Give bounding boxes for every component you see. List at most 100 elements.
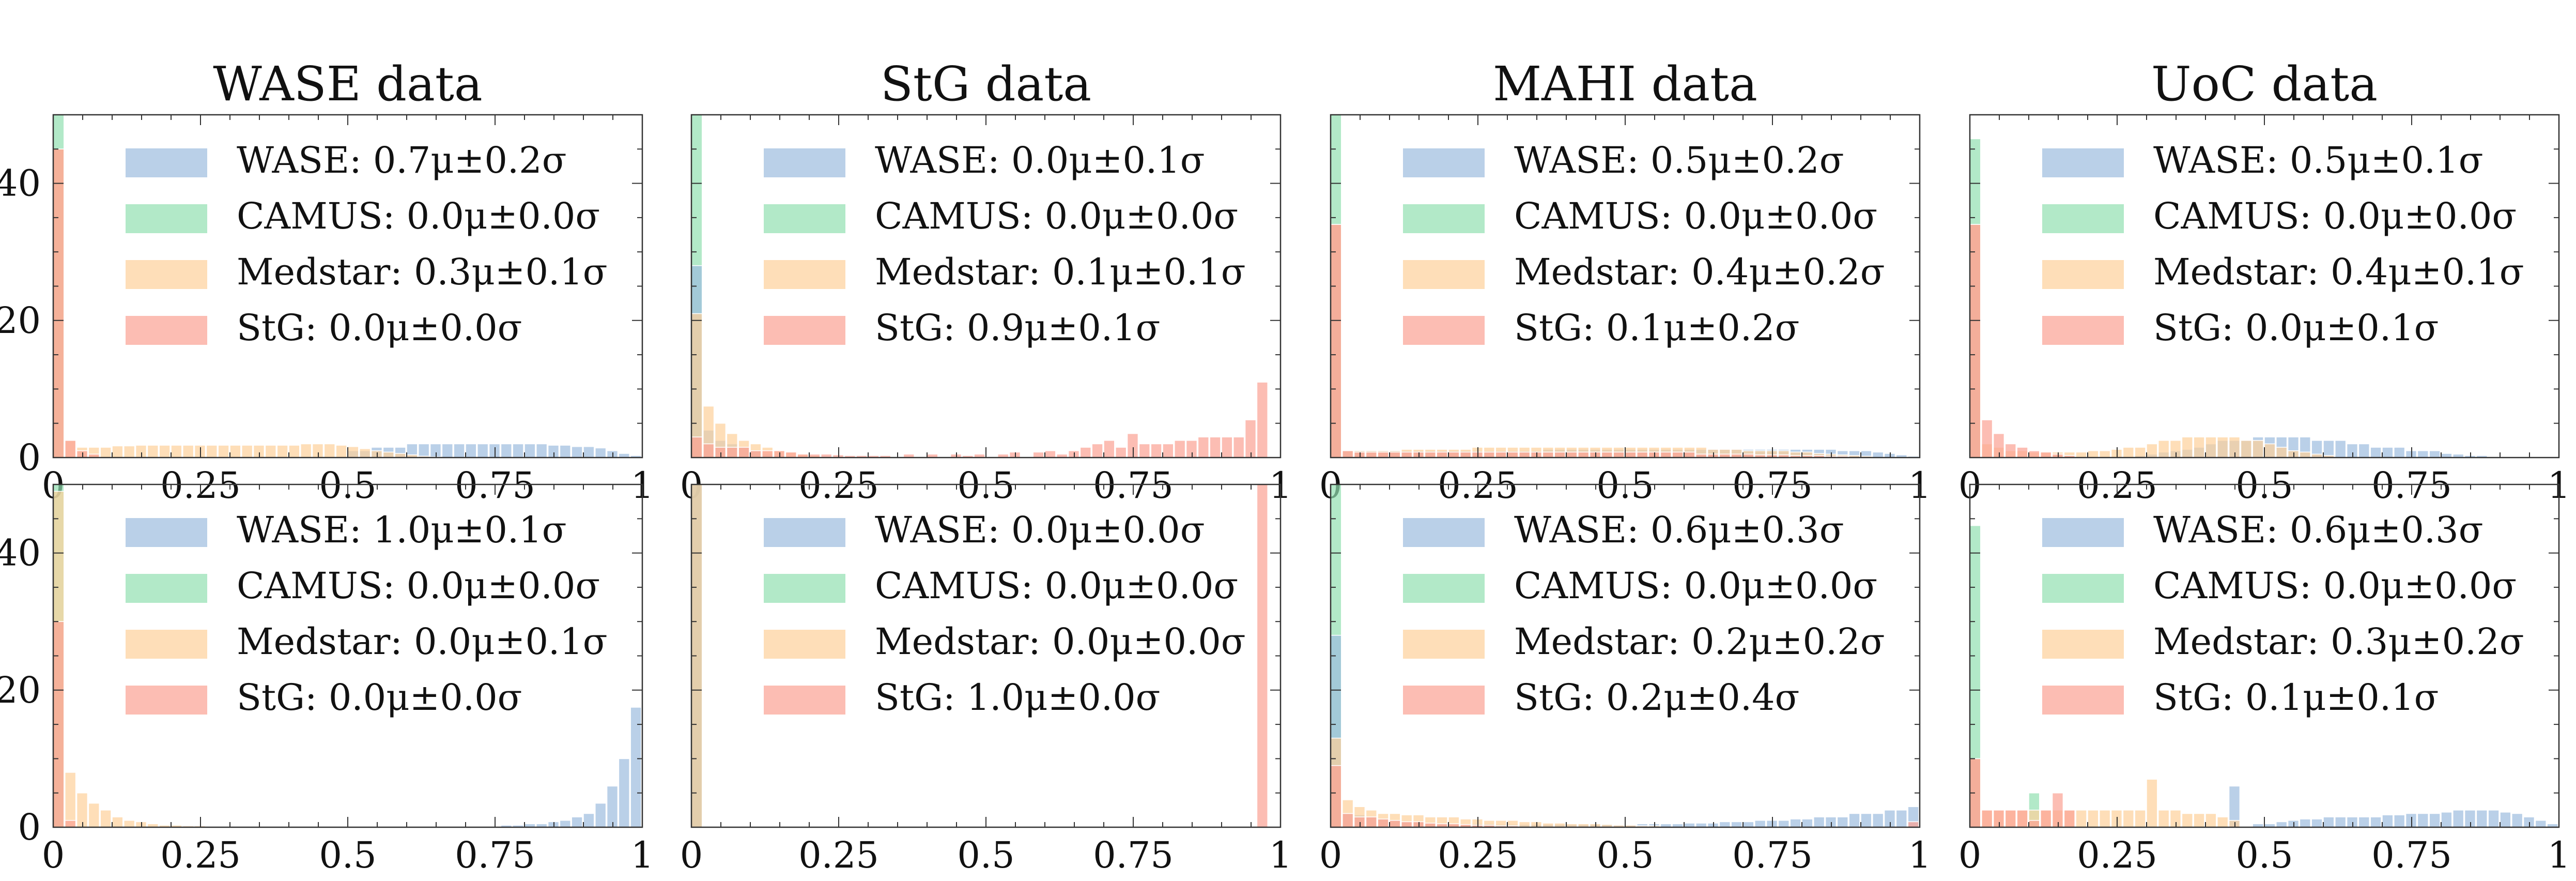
- bar-wase: [418, 443, 430, 458]
- bar-wase: [1848, 813, 1860, 827]
- legend-swatch-camus: [1403, 204, 1485, 233]
- bar-stg: [750, 450, 762, 458]
- bar-medstar: [88, 802, 100, 827]
- bar-stg: [1436, 451, 1448, 458]
- bar-wase: [2476, 810, 2488, 827]
- x-tick-label: 0.75: [1732, 834, 1813, 876]
- bar-wase: [2335, 816, 2347, 827]
- bar-medstar: [65, 772, 76, 827]
- bar-wase: [2370, 447, 2382, 458]
- bar-stg: [1032, 451, 1044, 458]
- bar-wase: [2500, 812, 2511, 827]
- bar-wase: [1813, 816, 1825, 827]
- bar-wase: [1731, 821, 1742, 827]
- bar-wase: [2394, 814, 2405, 827]
- legend-label-camus: CAMUS: 0.0μ±0.0σ: [237, 195, 600, 237]
- legend-swatch-medstar: [1403, 260, 1485, 289]
- bar-medstar: [276, 445, 288, 458]
- bar-wase: [559, 819, 571, 827]
- legend-label-camus: CAMUS: 0.0μ±0.0σ: [1514, 195, 1877, 237]
- legend-swatch-wase: [1403, 148, 1485, 177]
- bar-wase: [2441, 812, 2452, 827]
- bar-wase: [606, 785, 619, 827]
- bar-stg: [1837, 455, 1848, 458]
- y-tick-label: 40: [0, 532, 41, 574]
- legend-label-medstar: Medstar: 0.3μ±0.2σ: [2153, 620, 2524, 663]
- legend-swatch-stg: [764, 316, 845, 345]
- bar-medstar: [418, 455, 430, 458]
- bar-stg: [1495, 451, 1507, 458]
- bar-stg: [1331, 224, 1342, 458]
- bar-stg: [2040, 810, 2052, 827]
- bar-stg: [1256, 484, 1268, 827]
- subplot-5: 0 0.25 0.5 0.75 1 WASE: 0.0μ±0.0σ CAMUS: 0.0μ±…: [680, 483, 1292, 876]
- bar-stg: [2004, 810, 2016, 827]
- legend-swatch-camus: [126, 574, 207, 603]
- legend-label-medstar: Medstar: 0.3μ±0.1σ: [237, 251, 608, 293]
- legend-label-camus: CAMUS: 0.0μ±0.0σ: [875, 195, 1238, 237]
- legend-label-wase: WASE: 0.6μ±0.3σ: [2153, 509, 2483, 551]
- bar-medstar: [1790, 451, 1801, 458]
- bar-medstar: [218, 445, 229, 458]
- bar-stg: [1981, 810, 1993, 827]
- bar-stg: [1637, 451, 1648, 458]
- legend-label-medstar: Medstar: 0.4μ±0.1σ: [2153, 251, 2524, 293]
- bar-stg: [1244, 419, 1257, 458]
- bar-wase: [465, 443, 477, 458]
- legend: WASE: 0.7μ±0.2σ CAMUS: 0.0μ±0.0σ Medstar: …: [126, 139, 608, 349]
- bar-stg: [1044, 450, 1056, 458]
- bar-wase: [1801, 818, 1813, 827]
- bar-wase: [2382, 814, 2394, 827]
- bar-stg: [1907, 821, 1919, 827]
- legend-swatch-camus: [2042, 204, 2124, 233]
- bar-wase: [2535, 819, 2547, 827]
- bar-stg: [1993, 433, 2005, 458]
- bar-stg: [1342, 450, 1354, 458]
- bar-medstar: [335, 445, 347, 458]
- bar-stg: [1483, 451, 1495, 458]
- bar-wase: [571, 446, 583, 458]
- bar-wase: [524, 443, 536, 458]
- bar-medstar: [394, 453, 406, 458]
- legend-label-stg: StG: 0.1μ±0.2σ: [1514, 307, 1799, 349]
- x-tick-label: 0.25: [798, 834, 879, 876]
- bar-medstar: [265, 445, 276, 458]
- bar-stg: [1389, 451, 1401, 458]
- x-tick-label: 0: [680, 834, 703, 876]
- legend-label-wase: WASE: 0.5μ±0.2σ: [1514, 139, 1844, 181]
- bar-stg: [1625, 451, 1637, 458]
- bar-stg: [1460, 824, 1472, 827]
- legend-swatch-camus: [2042, 574, 2124, 603]
- bar-wase: [2370, 816, 2382, 827]
- bar-stg: [762, 450, 774, 458]
- x-tick-label: 0.5: [957, 834, 1014, 876]
- x-tick-label: 1: [2548, 834, 2571, 876]
- x-tick-label: 0: [1319, 834, 1343, 876]
- bar-medstar: [112, 445, 124, 458]
- bar-wase: [512, 443, 524, 458]
- bar-wase: [2323, 440, 2335, 458]
- bar-medstar: [2158, 810, 2170, 827]
- bar-stg: [1103, 440, 1115, 458]
- bar-wase: [583, 446, 595, 458]
- bar-medstar: [147, 445, 159, 458]
- subplot-6: 0 0.25 0.5 0.75 1 WASE: 0.6μ±0.3σ CAMUS: 0.0μ±…: [1319, 483, 1931, 876]
- bar-wase: [630, 707, 642, 827]
- legend-swatch-camus: [764, 574, 845, 603]
- bar-stg: [1566, 451, 1578, 458]
- bar-medstar: [2217, 436, 2229, 458]
- y-tick-label: 20: [0, 299, 41, 342]
- legend: WASE: 0.5μ±0.1σ CAMUS: 0.0μ±0.0σ Medstar: …: [2042, 139, 2524, 349]
- bar-medstar: [2075, 810, 2087, 827]
- bar-wase: [595, 802, 607, 827]
- bar-wase: [1837, 816, 1848, 827]
- bar-wase: [2299, 818, 2311, 827]
- bar-medstar: [2205, 436, 2217, 458]
- legend-label-wase: WASE: 0.7μ±0.2σ: [237, 139, 566, 181]
- bar-wase: [2429, 450, 2441, 458]
- bar-wase: [1860, 813, 1872, 827]
- bar-medstar: [182, 445, 194, 458]
- bar-wase: [2488, 810, 2500, 827]
- bar-wase: [2311, 818, 2323, 827]
- bars-group: [1331, 484, 1919, 827]
